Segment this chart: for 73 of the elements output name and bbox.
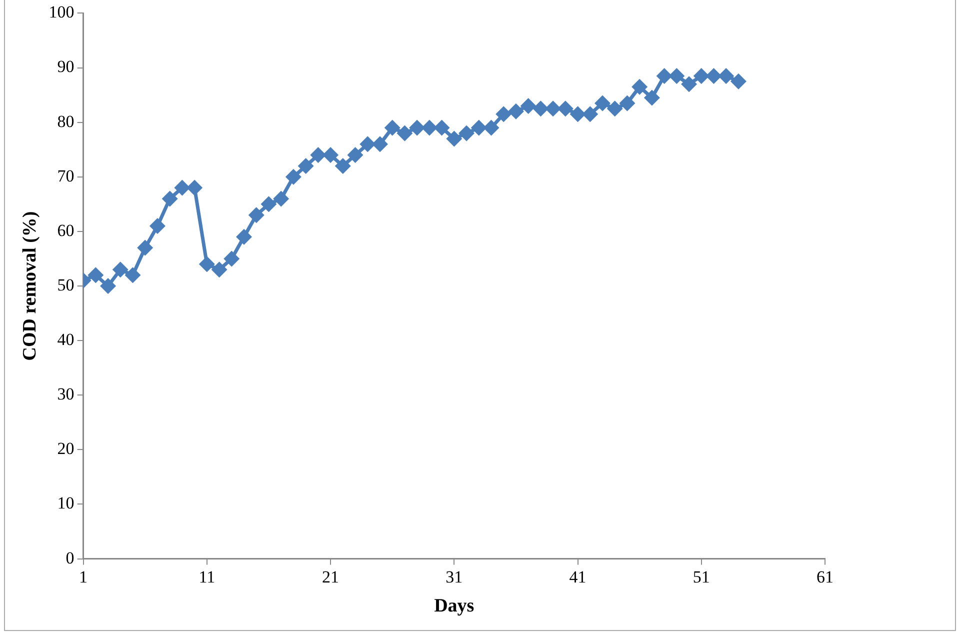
y-tick-label: 50 <box>57 275 74 294</box>
y-tick-label: 80 <box>57 112 74 131</box>
point <box>236 228 252 245</box>
point <box>632 78 648 95</box>
point <box>396 125 413 142</box>
point <box>681 76 698 92</box>
point <box>273 190 290 207</box>
point <box>137 240 154 256</box>
point <box>656 68 672 84</box>
point <box>483 120 500 136</box>
point <box>162 190 178 207</box>
point <box>285 168 302 185</box>
point <box>347 147 364 164</box>
point <box>409 120 426 136</box>
y-tick-label: 90 <box>57 57 74 76</box>
y-tick-label: 70 <box>57 166 74 186</box>
point <box>545 100 562 117</box>
point <box>606 100 623 117</box>
point <box>706 68 722 84</box>
x-tick-label: 11 <box>198 567 216 586</box>
point <box>668 68 685 84</box>
y-tick-label: 30 <box>57 384 74 404</box>
point <box>434 120 450 136</box>
y-tick-label: 20 <box>57 439 74 458</box>
point <box>298 158 314 174</box>
point <box>248 207 264 224</box>
point <box>88 267 104 284</box>
point <box>149 218 166 234</box>
point <box>334 158 351 174</box>
point <box>619 95 636 112</box>
point <box>372 136 388 152</box>
point <box>384 120 400 136</box>
point <box>470 120 487 136</box>
point <box>100 278 116 294</box>
y-tick-label: 100 <box>48 2 74 22</box>
x-tick-label: 61 <box>816 567 834 586</box>
point <box>532 100 549 117</box>
x-tick-label: 41 <box>569 567 586 586</box>
point <box>360 136 376 152</box>
point <box>644 90 660 106</box>
x-tick-label: 31 <box>446 567 463 586</box>
point <box>520 98 536 114</box>
x-tick-label: 1 <box>79 567 88 586</box>
point <box>112 262 128 278</box>
point <box>260 196 277 212</box>
point <box>211 262 228 278</box>
x-tick-label: 51 <box>692 567 710 586</box>
point <box>198 256 215 272</box>
point <box>310 147 326 164</box>
point <box>174 180 190 196</box>
point <box>224 250 240 267</box>
point <box>594 95 610 112</box>
point <box>508 103 524 120</box>
x-tick-label: 21 <box>322 567 340 586</box>
point <box>421 120 438 136</box>
point <box>557 100 574 117</box>
point <box>496 106 512 122</box>
point <box>446 130 462 147</box>
y-axis-title: COD removal (%) <box>19 211 40 361</box>
point <box>186 180 203 196</box>
point <box>458 125 475 142</box>
point <box>693 68 710 84</box>
point <box>322 147 339 164</box>
point <box>570 106 586 122</box>
y-tick-label: 10 <box>57 494 74 513</box>
x-axis-title: Days <box>434 596 474 617</box>
y-tick-label: 60 <box>57 220 74 240</box>
point <box>730 73 746 90</box>
y-tick-label: 40 <box>57 330 74 350</box>
point <box>718 68 734 84</box>
point <box>582 106 598 122</box>
point <box>124 267 141 284</box>
y-tick-label: 0 <box>66 548 74 568</box>
